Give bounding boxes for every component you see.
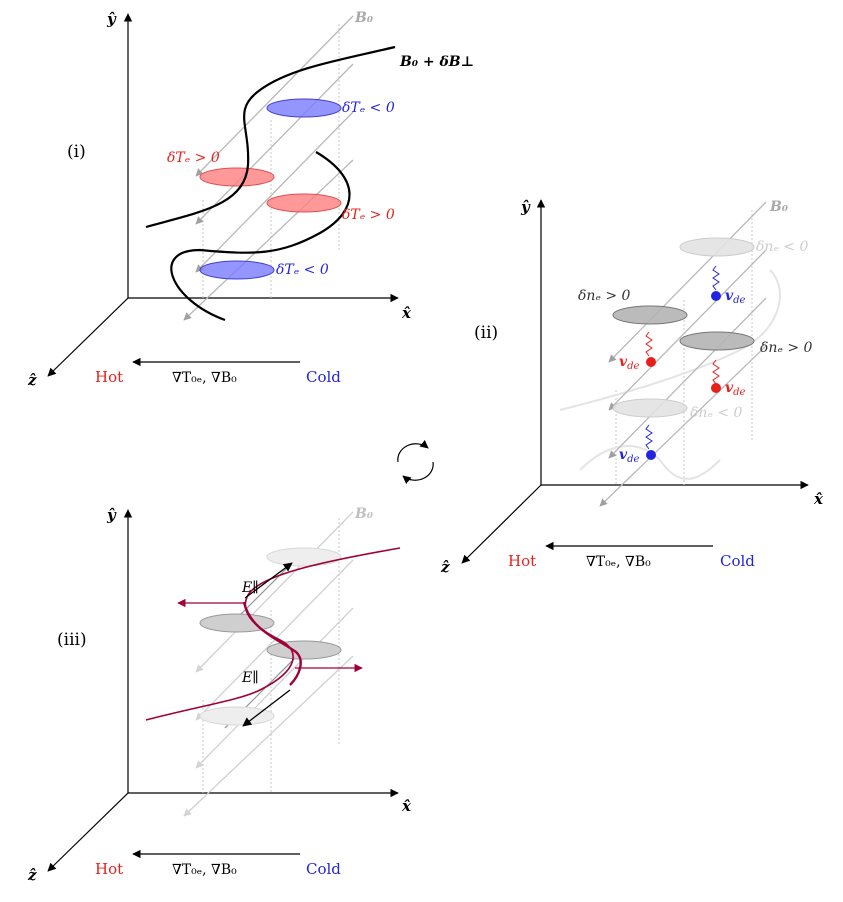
perturbed-field-label: B₀ + δB⊥ <box>399 54 474 70</box>
density-label-neg: δnₑ < 0 <box>756 239 808 255</box>
z-axis-label-ii: ẑ <box>440 558 450 576</box>
field-line <box>608 201 767 363</box>
cold-label: Cold <box>306 860 341 878</box>
z-axis-i <box>47 297 129 377</box>
density-label-pos: δnₑ > 0 <box>760 340 812 356</box>
efield-arrow <box>244 562 293 599</box>
field-label-ii: B₀ <box>769 199 788 215</box>
efield-arrow <box>242 689 291 727</box>
high-density-ellipse <box>199 613 275 633</box>
field-line <box>195 559 354 721</box>
field-line <box>183 655 354 817</box>
low-density-ellipse <box>199 706 275 726</box>
gradient-label: ∇T₀ₑ, ∇B₀ <box>172 370 237 386</box>
high-density-ellipse <box>612 305 688 325</box>
cycle-arrows-icon <box>397 439 434 485</box>
low-density-ellipse <box>266 547 342 567</box>
hot-label: Hot <box>95 860 123 878</box>
temp-label-pos: δTₑ > 0 <box>342 207 395 223</box>
panel-label-iii: (iii) <box>57 630 87 650</box>
z-axis-ii <box>461 484 542 564</box>
hot-ellipse <box>266 193 342 213</box>
density-label-pos: δnₑ > 0 <box>578 288 630 304</box>
drift-label: vde <box>725 288 746 306</box>
drift-label: vde <box>619 447 640 465</box>
panel-label-ii: (ii) <box>474 323 498 343</box>
x-axis-label-iii: x̂ <box>401 797 412 815</box>
panel-iii: ŷ x̂ ẑ B₀ E∥ E∥ (iii) Hot ∇T <box>27 506 412 884</box>
hot-ellipse <box>199 167 275 187</box>
temp-label-neg: δTₑ < 0 <box>276 262 329 278</box>
field-line <box>608 249 767 411</box>
cold-label: Cold <box>306 368 341 386</box>
drift-label: vde <box>619 354 640 372</box>
cold-label: Cold <box>720 552 755 570</box>
high-density-ellipse <box>266 640 342 660</box>
gradient-label: ∇T₀ₑ, ∇B₀ <box>172 862 237 878</box>
field-line <box>195 111 354 273</box>
field-line <box>608 297 767 459</box>
temp-label-neg: δTₑ < 0 <box>342 100 395 116</box>
field-line <box>195 15 354 177</box>
drift-squiggle <box>712 265 720 291</box>
z-axis-label-i: ẑ <box>27 371 37 389</box>
x-axis-label-ii: x̂ <box>813 490 824 508</box>
temp-label-pos: δTₑ > 0 <box>167 150 220 166</box>
field-line <box>195 607 354 769</box>
field-line <box>183 159 354 321</box>
faded-field-line <box>579 445 721 480</box>
perturbed-field-line <box>170 151 351 322</box>
x-axis-label-i: x̂ <box>401 304 412 322</box>
cold-ellipse <box>266 98 342 118</box>
panel-label-i: (i) <box>67 142 86 162</box>
faded-field-line <box>559 269 781 411</box>
perturbed-field-line <box>145 45 396 229</box>
drift-squiggle <box>645 331 653 357</box>
panel-i: ŷ x̂ ẑ B₀ B₀ + δB⊥ (i) δTₑ < 0 δTₑ > 0 δ… <box>27 10 474 389</box>
hot-label: Hot <box>508 552 536 570</box>
electron-dot-hot <box>711 383 721 393</box>
y-axis-label-ii: ŷ <box>520 198 531 216</box>
electron-dot-cold <box>646 450 656 460</box>
efield-label: E∥ <box>241 580 259 596</box>
low-density-ellipse <box>679 237 755 257</box>
perturbed-field-line-bold <box>242 601 302 686</box>
field-label-i: B₀ <box>354 10 373 26</box>
field-line <box>195 63 354 225</box>
drift-label: vde <box>725 380 746 398</box>
z-axis-label-iii: ẑ <box>27 866 37 884</box>
y-axis-label-i: ŷ <box>106 10 117 28</box>
hot-label: Hot <box>95 368 123 386</box>
cold-ellipse <box>199 260 275 280</box>
drift-squiggle <box>645 424 653 450</box>
low-density-ellipse <box>612 398 688 418</box>
panel-ii: ŷ x̂ ẑ B₀ vde vde vde vde ( <box>440 198 824 576</box>
density-label-neg: δnₑ < 0 <box>690 405 742 421</box>
electron-dot-cold <box>711 291 721 301</box>
drift-squiggle <box>712 359 720 385</box>
efield-label: E∥ <box>241 670 259 686</box>
high-density-ellipse <box>679 331 755 351</box>
electron-dot-hot <box>646 357 656 367</box>
field-label-iii: B₀ <box>354 506 373 522</box>
y-axis-label-iii: ŷ <box>106 506 117 524</box>
gradient-label: ∇T₀ₑ, ∇B₀ <box>586 554 651 570</box>
field-line <box>195 511 354 673</box>
field-line <box>599 345 767 507</box>
perturbed-field-line <box>145 547 401 721</box>
z-axis-iii <box>47 792 129 872</box>
